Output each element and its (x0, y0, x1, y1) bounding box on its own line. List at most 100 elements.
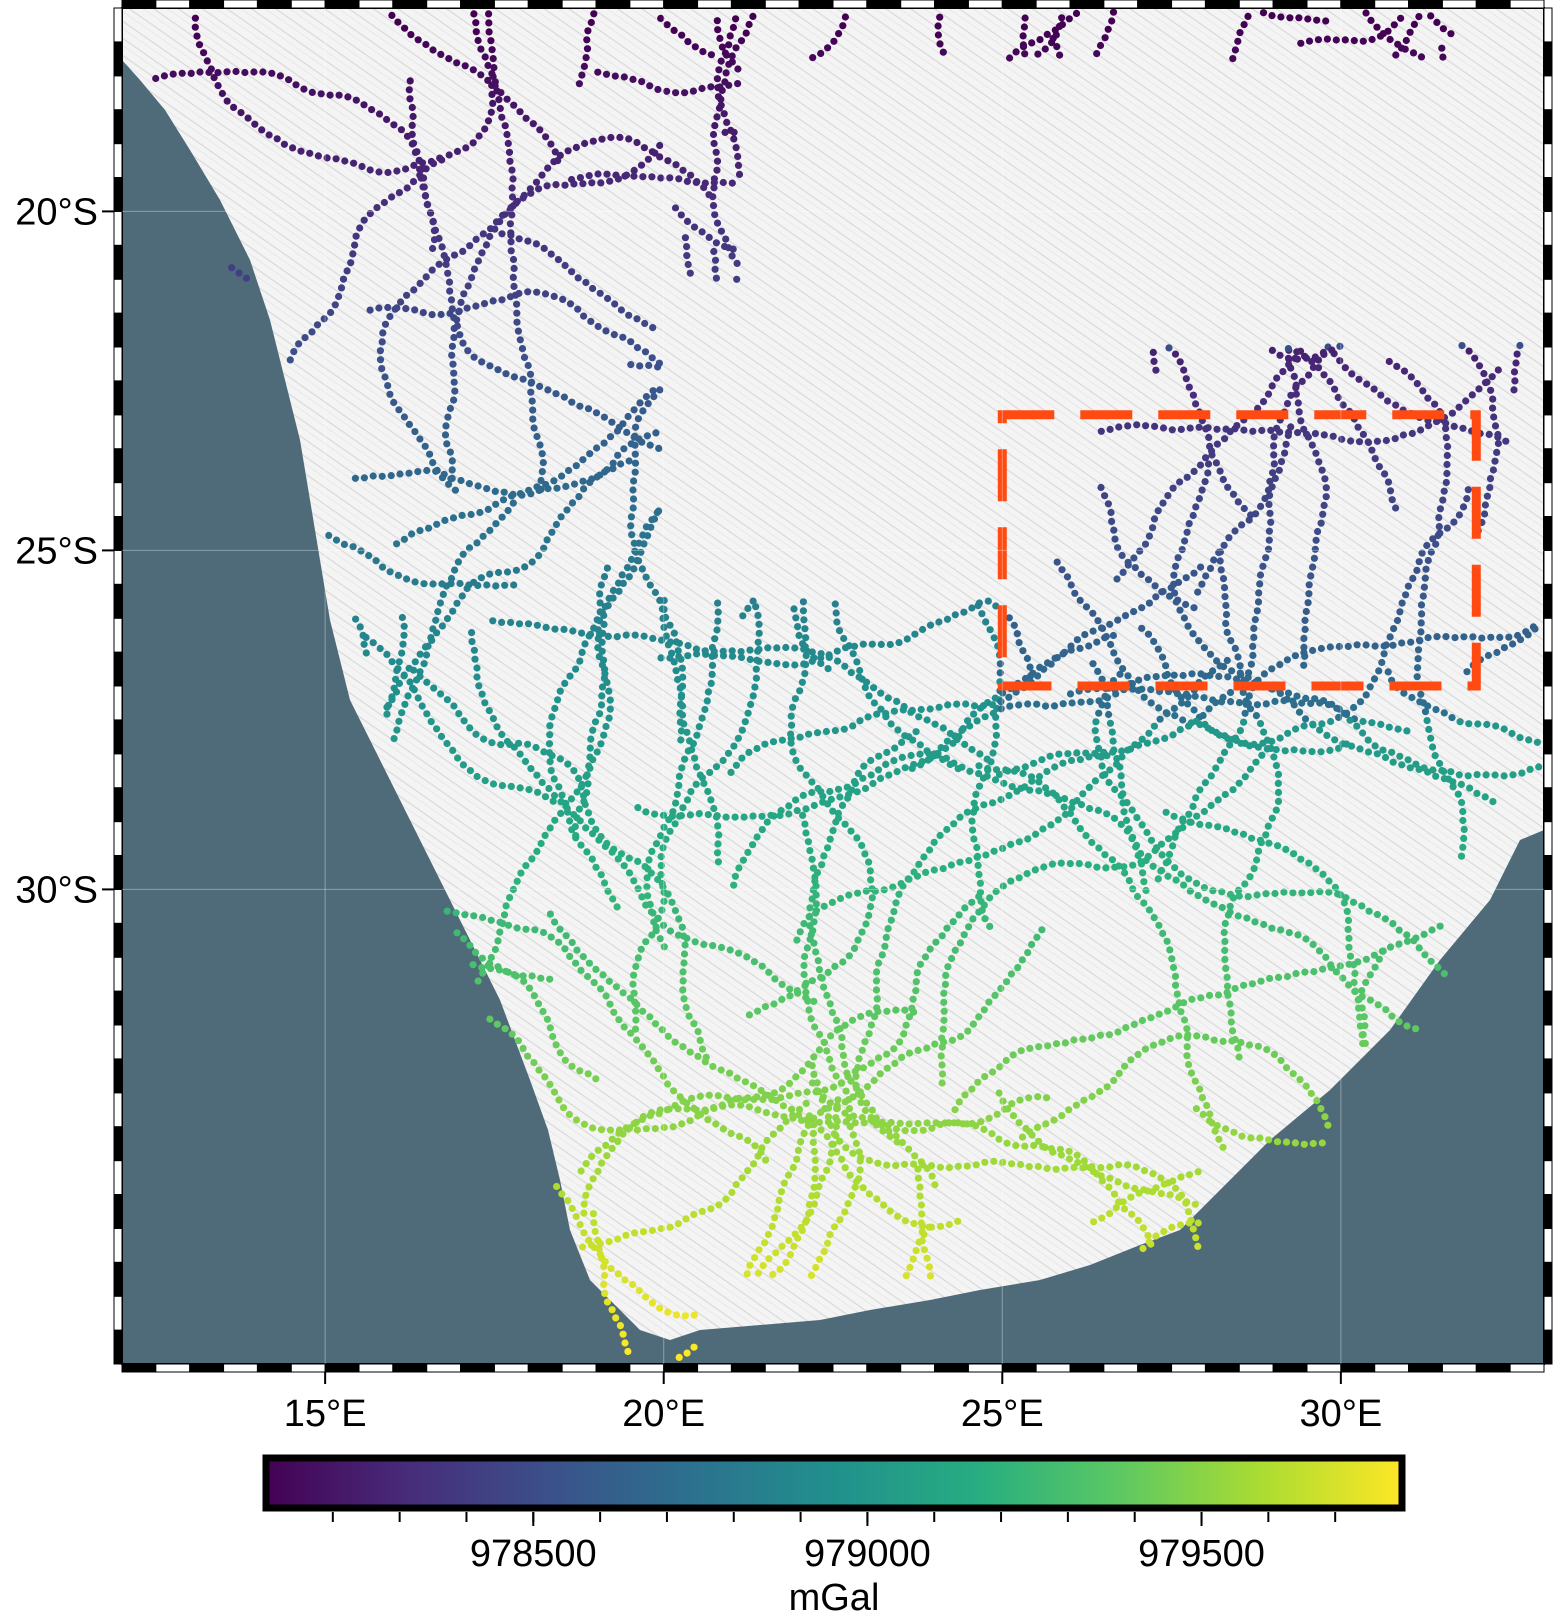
station-point (679, 968, 687, 976)
frame-segment (290, 1363, 326, 1373)
station-point (546, 1024, 554, 1032)
station-point (980, 901, 988, 909)
station-point (1388, 1012, 1396, 1020)
station-point (1478, 634, 1486, 642)
station-point (832, 609, 840, 617)
longitude-labels: 15°E 20°E 25°E 30°E (284, 8, 1382, 1435)
station-point (1300, 661, 1308, 669)
station-point (408, 103, 416, 112)
station-point (501, 122, 509, 130)
station-point (759, 1095, 767, 1104)
station-point (854, 769, 863, 778)
station-point (1312, 536, 1320, 544)
station-point (1429, 535, 1437, 543)
station-point (997, 698, 1005, 706)
station-point (1189, 802, 1197, 811)
station-point (546, 824, 554, 832)
station-point (824, 1118, 833, 1126)
station-point (674, 647, 682, 655)
station-point (1463, 495, 1471, 503)
station-point (1292, 390, 1300, 398)
station-point (1152, 1232, 1160, 1240)
station-point (625, 311, 633, 319)
station-point (890, 707, 899, 715)
station-point (608, 1306, 616, 1314)
station-point (1424, 702, 1432, 710)
station-point (662, 632, 670, 640)
station-point (912, 728, 920, 736)
station-point (806, 847, 814, 855)
station-point (485, 707, 493, 715)
station-point (909, 1255, 917, 1263)
station-point (831, 962, 839, 971)
frame-segment (1069, 1363, 1105, 1373)
station-point (1060, 803, 1068, 811)
station-point (627, 361, 635, 369)
station-point (644, 155, 653, 163)
station-point (1423, 717, 1431, 725)
frame-segment (595, 0, 631, 9)
station-point (481, 777, 489, 785)
frame-segment (663, 0, 699, 9)
station-point (547, 767, 555, 775)
station-point (536, 441, 544, 449)
station-point (513, 197, 522, 205)
station-point (360, 101, 368, 109)
station-point (488, 81, 496, 89)
station-point (754, 1106, 762, 1114)
station-point (907, 751, 915, 760)
station-point (1374, 1001, 1382, 1009)
station-point (1019, 32, 1027, 40)
station-point (652, 840, 661, 848)
station-point (975, 762, 983, 770)
station-point (1016, 1096, 1024, 1104)
station-point (1218, 903, 1226, 912)
station-point (912, 978, 920, 986)
station-point (845, 1114, 853, 1122)
station-point (1058, 14, 1066, 22)
station-point (634, 857, 642, 866)
station-point (605, 1238, 613, 1246)
station-point (1274, 973, 1283, 982)
station-point (1108, 856, 1116, 864)
station-point (1300, 722, 1308, 730)
station-point (378, 338, 386, 346)
station-point (751, 1142, 759, 1150)
station-point (368, 106, 376, 114)
station-point (1142, 886, 1150, 895)
frame-segment (1543, 1329, 1553, 1365)
station-point (1301, 715, 1310, 723)
station-point (815, 966, 824, 974)
station-point (1058, 21, 1066, 29)
station-point (1381, 915, 1389, 923)
station-point (589, 726, 597, 734)
station-point (531, 926, 539, 934)
station-point (712, 1120, 720, 1128)
station-point (656, 386, 664, 394)
station-point (540, 244, 548, 252)
station-point (545, 749, 554, 757)
station-point (787, 712, 795, 720)
station-point (1420, 930, 1428, 939)
station-point (1394, 725, 1402, 733)
frame-segment (113, 346, 123, 382)
station-point (1338, 435, 1346, 443)
station-point (893, 697, 901, 706)
station-point (956, 813, 964, 821)
station-point (632, 1007, 640, 1015)
station-point (1324, 1121, 1332, 1129)
station-point (683, 728, 691, 736)
station-point (660, 1123, 668, 1132)
station-point (1053, 654, 1061, 662)
station-point (851, 1119, 859, 1127)
station-point (706, 768, 714, 777)
station-point (1262, 700, 1270, 708)
station-point (551, 816, 559, 824)
frame-segment (324, 0, 360, 9)
station-point (866, 903, 875, 911)
station-point (1066, 809, 1075, 818)
station-point (501, 1025, 509, 1033)
station-point (489, 715, 497, 723)
station-point (692, 1106, 700, 1114)
station-point (730, 128, 738, 136)
